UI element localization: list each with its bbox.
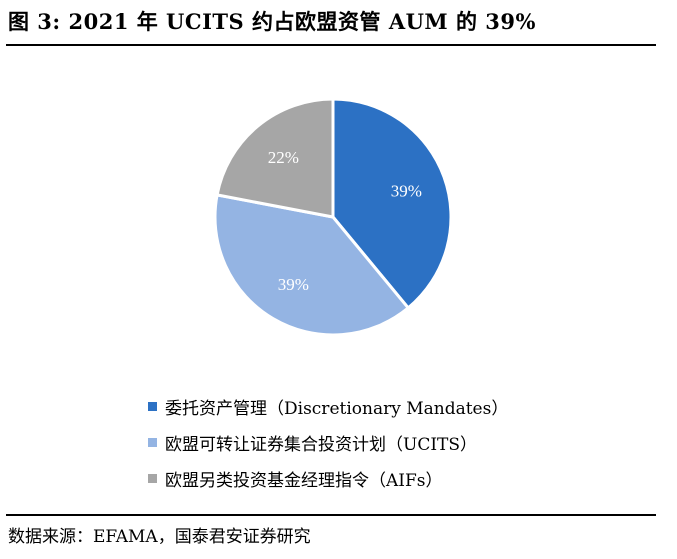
legend-swatch-0 <box>148 401 157 411</box>
pie-slice-0 <box>331 97 453 311</box>
legend-swatch-2 <box>148 473 157 483</box>
chart-title: 图 3: 2021 年 UCITS 约占欧盟资管 AUM 的 39% <box>8 9 536 34</box>
legend-label-0: 委托资产管理（Discretionary Mandates） <box>165 398 509 419</box>
source-note: 数据来源：EFAMA，国泰君安证券研究 <box>8 527 311 547</box>
pie-slice-2 <box>215 97 335 219</box>
slice-data-label-2: 22% <box>268 148 299 167</box>
pie-chart: 39% 39% 22% <box>213 97 453 337</box>
slice-data-label-1: 39% <box>278 275 309 294</box>
legend-swatch-1 <box>148 437 157 447</box>
bottom-rule <box>6 514 656 516</box>
legend-item-1: 欧盟可转让证券集合投资计划（UCITS） <box>148 424 508 460</box>
slice-data-label-0: 39% <box>391 182 422 201</box>
top-rule <box>6 44 656 46</box>
legend-label-2: 欧盟另类投资基金经理指令（AIFs） <box>165 470 443 491</box>
legend-item-2: 欧盟另类投资基金经理指令（AIFs） <box>148 460 508 496</box>
legend-label-1: 欧盟可转让证券集合投资计划（UCITS） <box>165 434 478 455</box>
legend: 委托资产管理（Discretionary Mandates） 欧盟可转让证券集合投… <box>148 388 508 496</box>
legend-item-0: 委托资产管理（Discretionary Mandates） <box>148 388 508 424</box>
pie-slice-1 <box>213 193 411 337</box>
